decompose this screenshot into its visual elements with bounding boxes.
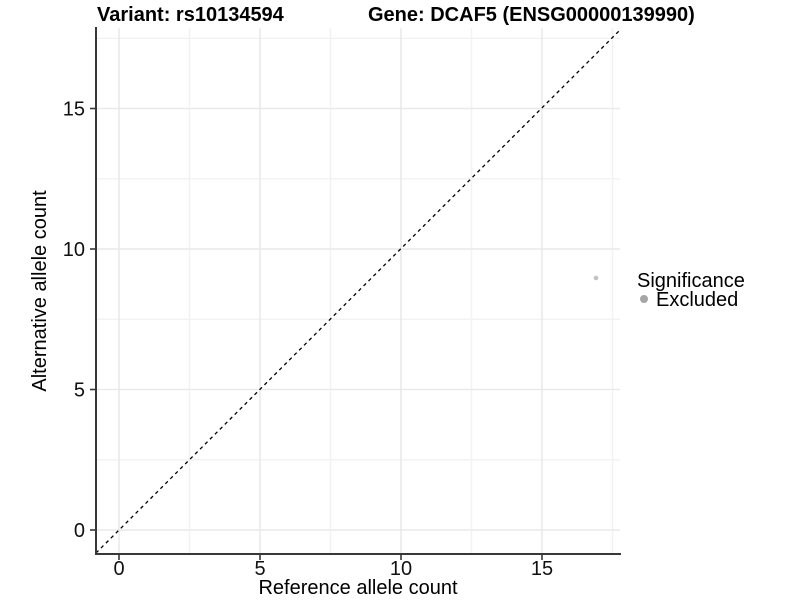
x-tick-labels: 0 5 10 15 bbox=[113, 558, 553, 580]
major-gridlines bbox=[96, 28, 620, 554]
legend-key-dot-icon bbox=[640, 295, 648, 303]
axis-lines bbox=[95, 27, 621, 555]
tick-marks bbox=[90, 107, 543, 560]
data-point bbox=[593, 275, 599, 281]
minor-gridlines bbox=[96, 28, 620, 554]
x-tick-label-0: 0 bbox=[113, 558, 124, 580]
y-tick-labels: 0 5 10 15 bbox=[63, 99, 85, 543]
x-tick-label-10: 10 bbox=[390, 558, 412, 580]
identity-line bbox=[95, 28, 622, 554]
plot-title-variant: Variant: rs10134594 bbox=[97, 4, 285, 26]
y-tick-label-5: 5 bbox=[74, 380, 85, 402]
y-tick-label-15: 15 bbox=[63, 99, 85, 121]
legend-entry-excluded: Excluded bbox=[656, 289, 738, 311]
plot-title-gene: Gene: DCAF5 (ENSG00000139990) bbox=[368, 4, 695, 26]
x-axis-title: Reference allele count bbox=[258, 577, 457, 599]
y-axis-title: Alternative allele count bbox=[29, 190, 51, 392]
plot-panel bbox=[96, 28, 620, 554]
legend-title: Significance bbox=[637, 270, 745, 292]
x-tick-label-15: 15 bbox=[531, 558, 553, 580]
y-tick-label-10: 10 bbox=[63, 239, 85, 261]
x-tick-label-5: 5 bbox=[254, 558, 265, 580]
y-tick-label-0: 0 bbox=[74, 520, 85, 542]
legend: Significance Excluded bbox=[637, 270, 745, 311]
